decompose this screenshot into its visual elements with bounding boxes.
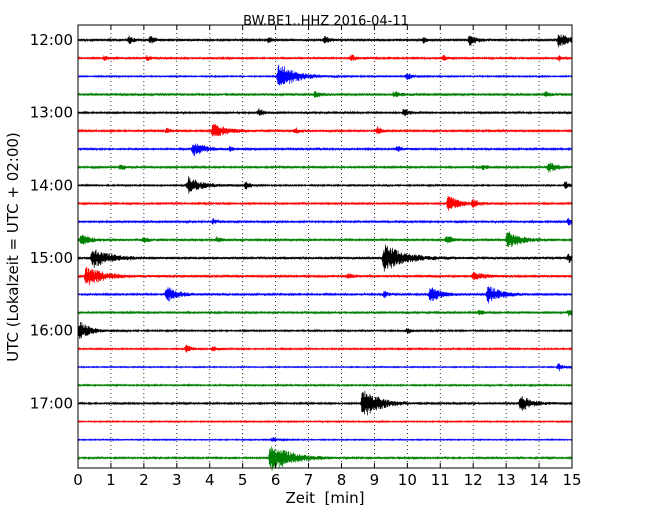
trace-row bbox=[77, 321, 573, 339]
trace-row bbox=[77, 344, 573, 353]
grid bbox=[110, 25, 540, 468]
x-tick-label: 8 bbox=[337, 471, 347, 489]
trace-row bbox=[77, 54, 573, 62]
traces bbox=[77, 34, 573, 472]
y-axis-label: UTC (Lokalzeit = UTC + 02:00) bbox=[4, 132, 22, 362]
trace-row bbox=[77, 390, 573, 416]
x-tick-label: 4 bbox=[205, 471, 215, 489]
x-tick-label: 12 bbox=[464, 471, 483, 489]
y-tick-label: 17:00 bbox=[30, 394, 73, 412]
trace-row bbox=[77, 309, 573, 317]
chart-title: BW.BE1..HHZ 2016-04-11 bbox=[243, 14, 409, 29]
x-tick-label: 3 bbox=[172, 471, 182, 489]
x-tick-label: 11 bbox=[431, 471, 450, 489]
x-tick-label: 13 bbox=[497, 471, 516, 489]
x-tick-label: 14 bbox=[530, 471, 549, 489]
x-tick-label: 6 bbox=[271, 471, 281, 489]
trace-row bbox=[77, 231, 573, 248]
trace-row bbox=[77, 108, 573, 116]
trace-row bbox=[77, 162, 573, 173]
trace-row bbox=[77, 363, 573, 372]
y-tick-label: 15:00 bbox=[30, 249, 73, 267]
trace-row bbox=[77, 383, 573, 388]
x-tick-label: 15 bbox=[562, 471, 581, 489]
x-tick-label: 0 bbox=[73, 471, 83, 489]
trace-row bbox=[77, 286, 573, 304]
y-tick-label: 13:00 bbox=[30, 104, 73, 122]
trace-row bbox=[77, 266, 573, 286]
x-tick-label: 5 bbox=[238, 471, 248, 489]
trace-row bbox=[77, 143, 573, 157]
trace-row bbox=[77, 91, 573, 98]
y-tick-label: 12:00 bbox=[30, 31, 73, 49]
x-axis: 0 1 2 3 4 5 6 7 8 9 10 11 12 13 14 15 bbox=[73, 25, 582, 489]
trace-row bbox=[77, 436, 573, 442]
plot-frame bbox=[77, 24, 573, 469]
trace-row bbox=[77, 446, 573, 472]
y-tick-label: 16:00 bbox=[30, 322, 73, 340]
x-tick-label: 1 bbox=[106, 471, 116, 489]
trace-row bbox=[77, 64, 573, 86]
x-tick-label: 10 bbox=[398, 471, 417, 489]
trace-row bbox=[77, 176, 573, 194]
trace-row bbox=[77, 195, 573, 211]
y-axis: 12:00 13:00 14:00 15:00 16:00 17:00 bbox=[30, 31, 572, 412]
trace-row bbox=[77, 419, 573, 424]
trace-row bbox=[77, 244, 573, 272]
trace-row bbox=[77, 123, 573, 137]
x-axis-label: Zeit [min] bbox=[285, 489, 364, 507]
x-tick-label: 9 bbox=[370, 471, 380, 489]
x-tick-label: 2 bbox=[139, 471, 149, 489]
x-tick-label: 7 bbox=[304, 471, 314, 489]
trace-row bbox=[77, 34, 573, 48]
y-tick-label: 14:00 bbox=[30, 176, 73, 194]
trace-row bbox=[77, 217, 573, 226]
